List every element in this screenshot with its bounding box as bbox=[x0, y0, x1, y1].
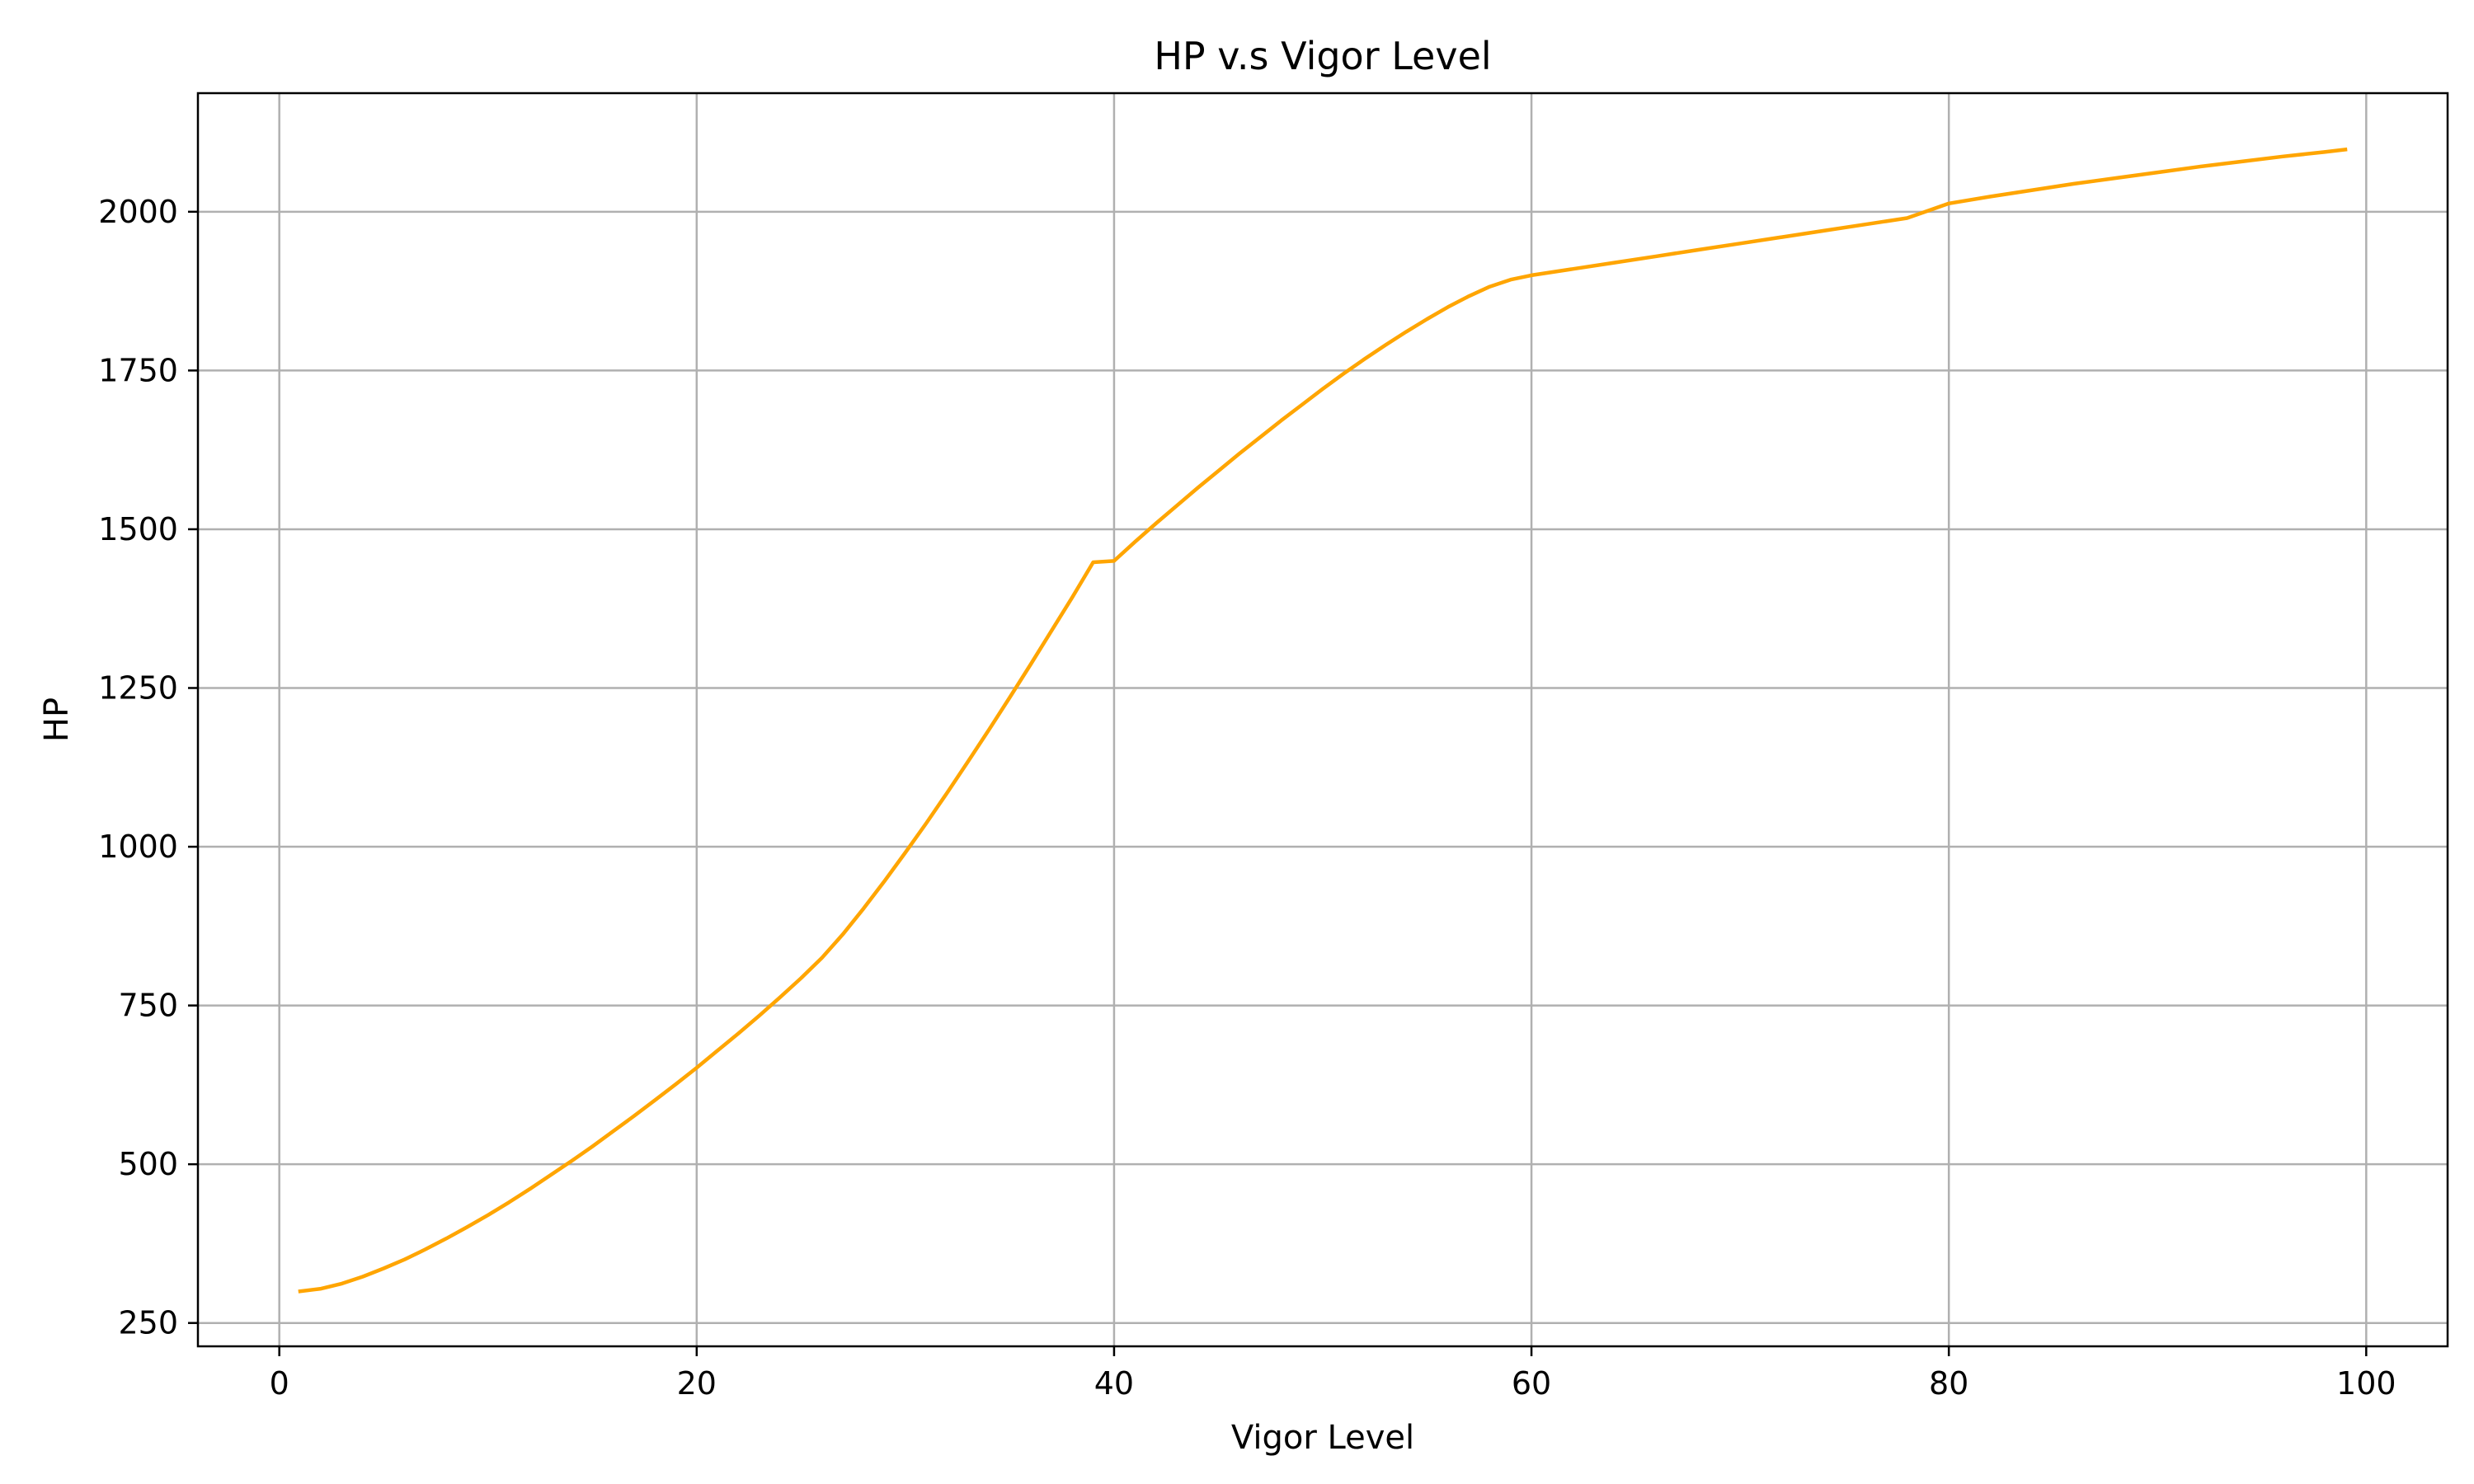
tick-labels: 0 20 40 60 80 100 250 500 750 1000 1250 1500 1750 200… bbox=[98, 194, 2396, 1402]
x-tick-label: 40 bbox=[1094, 1365, 1134, 1402]
plot-frame bbox=[196, 92, 2449, 1348]
x-tick-label: 0 bbox=[270, 1365, 289, 1402]
series-group bbox=[298, 147, 2348, 1294]
y-tick-label: 1750 bbox=[98, 352, 178, 388]
y-tick-label: 1000 bbox=[98, 829, 178, 865]
y-axis-title: HP bbox=[38, 697, 76, 742]
y-tick-label: 1250 bbox=[98, 669, 178, 706]
y-tick-label: 250 bbox=[118, 1305, 178, 1341]
plot-area-background bbox=[198, 93, 2448, 1346]
y-tick-label: 1500 bbox=[98, 511, 178, 547]
hp-series-line bbox=[298, 147, 2348, 1294]
x-axis-title: Vigor Level bbox=[1231, 1419, 1414, 1457]
x-tick-label: 100 bbox=[2336, 1365, 2396, 1402]
tick-marks bbox=[188, 210, 2368, 1356]
grid-lines bbox=[198, 93, 2448, 1346]
y-tick-label: 2000 bbox=[98, 194, 178, 230]
chart-title: HP v.s Vigor Level bbox=[1154, 34, 1491, 78]
x-tick-label: 80 bbox=[1929, 1365, 1968, 1402]
x-tick-label: 60 bbox=[1512, 1365, 1551, 1402]
y-tick-label: 500 bbox=[118, 1146, 178, 1182]
x-tick-label: 20 bbox=[677, 1365, 717, 1402]
y-tick-label: 750 bbox=[118, 988, 178, 1024]
